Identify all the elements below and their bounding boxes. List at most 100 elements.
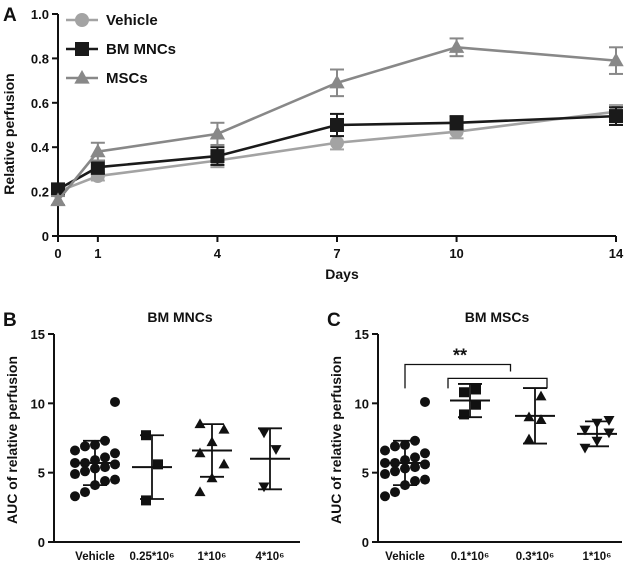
y-tick-label: 0.2 (31, 185, 49, 200)
group-3 (515, 387, 555, 445)
data-point (270, 445, 282, 455)
category-label: 0.25*10⁶ (130, 551, 175, 563)
significance-label: ** (453, 346, 467, 366)
y-tick-label: 10 (31, 396, 45, 411)
panel-a-axes: 00.20.40.60.81.00 1 4 7 10 14 (31, 7, 624, 261)
data-point (420, 396, 430, 407)
data-point (258, 482, 270, 493)
data-point (420, 459, 430, 470)
x-tick-label: 10 (449, 246, 463, 261)
data-point (390, 487, 400, 498)
panel-b-ylabel: AUC of relative perfusion (4, 356, 20, 524)
y-tick-label: 5 (362, 466, 369, 481)
group-4 (250, 427, 290, 493)
group-1 (70, 396, 120, 502)
data-point (110, 396, 120, 407)
panel-b-groups (70, 396, 290, 506)
data-point (141, 495, 151, 506)
legend-label: MSCs (106, 70, 148, 87)
data-point (100, 462, 110, 473)
data-point (194, 486, 206, 497)
data-point (608, 52, 624, 67)
data-point (410, 452, 420, 463)
group-3 (192, 418, 232, 497)
data-point (579, 425, 591, 436)
group-2 (450, 383, 490, 420)
y-tick-label: 0.6 (31, 96, 49, 111)
data-point (210, 149, 225, 164)
data-point (380, 445, 390, 456)
data-point (80, 441, 90, 452)
category-label: Vehicle (385, 551, 425, 563)
data-point (535, 414, 547, 424)
panel-c-ylabel: AUC of relative perfusion (328, 356, 344, 524)
y-tick-label: 0 (38, 535, 45, 550)
legend-marker (75, 13, 89, 27)
y-tick-label: 15 (31, 327, 45, 342)
data-point (390, 466, 400, 477)
panel-c-title: BM MSCs (465, 309, 530, 325)
panel-label-b: B (3, 310, 17, 331)
data-point (410, 475, 420, 486)
panel-a: A Relative perfusion Days 0 0.2 0.4 0.6 0.8 1… (1, 5, 624, 282)
panel-a-series (50, 37, 624, 207)
data-point (90, 160, 105, 175)
data-point (194, 447, 206, 458)
y-tick-label: 0.4 (31, 140, 50, 155)
panel-b-axes: 0 5 10 15 Vehicle 0.25*10⁶ 1*10⁶ 4*10⁶ (31, 327, 300, 563)
legend-marker (74, 69, 90, 84)
data-point (50, 192, 66, 207)
data-point (420, 474, 430, 485)
y-tick-label: 10 (355, 396, 369, 411)
data-point (390, 441, 400, 452)
data-point (329, 74, 345, 89)
legend-label: BM MNCs (106, 41, 176, 58)
legend-marker (75, 42, 89, 56)
data-point (579, 443, 591, 454)
bracket-outer (404, 363, 512, 389)
x-tick-label: 14 (609, 246, 624, 261)
data-point (330, 135, 344, 150)
data-point (70, 469, 80, 480)
data-point (449, 115, 464, 130)
panel-c-groups (380, 383, 617, 502)
y-tick-label: 0 (42, 229, 49, 244)
data-point (70, 445, 80, 456)
data-point (110, 448, 120, 459)
series-bm-mncs (51, 106, 623, 197)
data-point (410, 462, 420, 473)
panel-label-a: A (3, 5, 17, 26)
data-point (448, 39, 465, 53)
category-label: 0.3*10⁶ (516, 551, 555, 563)
data-point (70, 491, 80, 502)
category-label: 1*10⁶ (583, 551, 612, 563)
panel-c: C BM MSCs AUC of relative perfusion 0 5 10… (327, 309, 622, 563)
panel-a-legend: Vehicle BM MNCs MSCs (66, 12, 176, 87)
y-tick-label: 15 (355, 327, 369, 342)
x-tick-label: 7 (333, 246, 340, 261)
data-point (380, 491, 390, 502)
x-tick-label: 4 (214, 246, 222, 261)
data-point (80, 466, 90, 477)
data-point (100, 452, 110, 463)
panel-c-significance: ** (404, 346, 548, 389)
series-line (57, 110, 617, 193)
y-tick-label: 0 (362, 535, 369, 550)
data-point (459, 387, 469, 398)
y-tick-label: 0.8 (31, 51, 49, 66)
data-point (90, 143, 106, 158)
data-point (609, 109, 623, 124)
data-point (459, 409, 469, 420)
panel-c-axes: 0 5 10 15 Vehicle 0.1*10⁶ 0.3*10⁶ 1*10⁶ (355, 327, 622, 563)
data-point (535, 390, 547, 401)
category-label: 4*10⁶ (256, 551, 285, 563)
x-tick-label: 1 (94, 246, 101, 261)
group-1 (380, 396, 430, 502)
y-tick-label: 5 (38, 466, 45, 481)
series-mscs (50, 37, 624, 207)
panel-a-xlabel: Days (325, 266, 359, 282)
data-point (420, 448, 430, 459)
panel-b: B BM MNCs AUC of relative perfusion 0 5 10… (3, 309, 300, 563)
bracket-inner (447, 377, 548, 389)
data-point (523, 433, 535, 444)
